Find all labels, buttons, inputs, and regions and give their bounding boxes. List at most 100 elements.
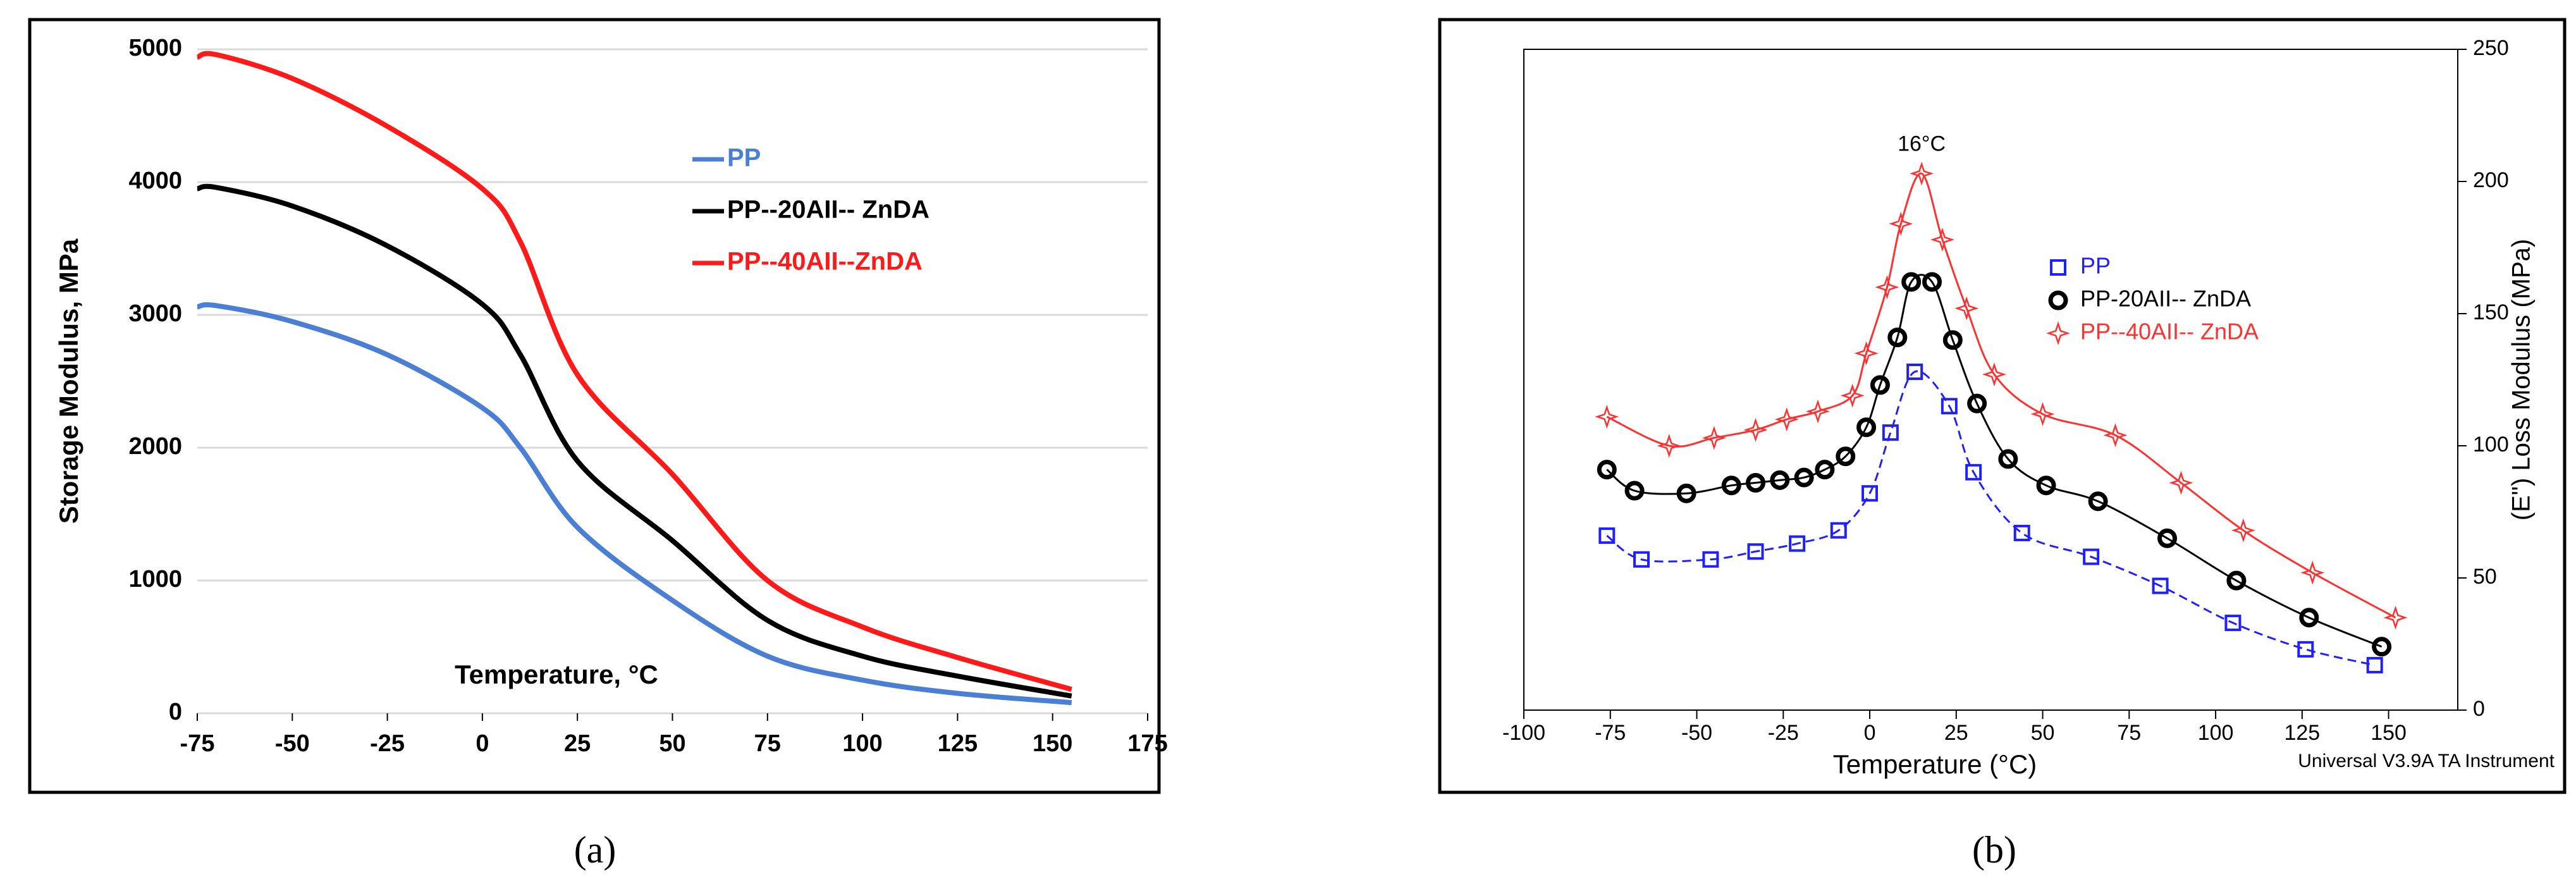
x-tick-label: 50: [2031, 721, 2055, 745]
marker: [1930, 227, 1954, 252]
marker: [2013, 524, 2030, 541]
line-series: [1606, 274, 2383, 648]
x-tick-label: 125: [938, 730, 978, 757]
marker: [1815, 460, 1835, 480]
marker: [2231, 518, 2255, 543]
x-tick-label: 75: [754, 730, 781, 757]
legend-label: PP-20AII-- ZnDA: [2080, 286, 2251, 312]
marker: [2045, 321, 2071, 346]
marker: [1856, 417, 1877, 438]
marker: [1889, 211, 1913, 236]
marker: [1882, 424, 1899, 441]
line-series: [1606, 370, 2376, 666]
x-tick-label: 75: [2117, 721, 2141, 745]
x-tick-label: 25: [1944, 721, 1968, 745]
legend-label: PP--40AII-- ZnDA: [2080, 319, 2259, 345]
y-axis-label: Storage Modulus, MPa: [54, 238, 83, 524]
y-tick-label: 1000: [128, 566, 182, 592]
marker: [2088, 491, 2108, 512]
marker: [2224, 615, 2242, 632]
y2-tick-label: 200: [2473, 168, 2509, 192]
y-tick-label: 3000: [128, 300, 182, 327]
marker: [1598, 527, 1616, 544]
x-axis-label: Temperature, °C: [455, 660, 658, 689]
x-tick-label: -50: [275, 730, 310, 757]
marker: [1789, 535, 1806, 552]
y-tick-label: 2000: [128, 433, 182, 460]
marker: [2297, 641, 2314, 658]
x-tick-label: 0: [1864, 721, 1876, 745]
marker: [2152, 577, 2169, 594]
marker: [1901, 272, 1922, 292]
marker: [1982, 362, 2006, 387]
x-tick-label: 50: [659, 730, 685, 757]
x-tick-label: -75: [180, 730, 215, 757]
marker: [1743, 417, 1768, 442]
annotation: 16°C: [1898, 132, 1946, 156]
marker: [1910, 161, 1934, 186]
y-tick-label: 4000: [128, 168, 182, 194]
y-tick-label: 0: [169, 699, 182, 725]
line-series: [1606, 172, 2396, 619]
caption: (b): [1972, 829, 2016, 871]
panel-frame: [28, 18, 1161, 794]
marker: [1805, 399, 1830, 424]
marker: [1624, 481, 1645, 501]
marker: [1942, 330, 1963, 350]
x-tick-label: -25: [1768, 721, 1799, 745]
y-tick-label: 5000: [128, 35, 182, 61]
marker: [1941, 398, 1958, 415]
marker: [1954, 296, 1979, 321]
x-tick-label: 100: [2198, 721, 2234, 745]
marker: [2103, 423, 2128, 448]
y2-tick-label: 0: [2473, 697, 2485, 721]
marker: [2083, 548, 2100, 565]
marker: [1840, 383, 1865, 408]
marker: [1702, 551, 1719, 568]
y2-tick-label: 50: [2473, 565, 2497, 589]
y2-tick-label: 100: [2473, 433, 2509, 457]
marker: [2036, 476, 2056, 496]
marker: [2157, 528, 2177, 548]
marker: [2300, 560, 2325, 585]
marker: [1770, 470, 1790, 490]
y2-tick-label: 250: [2473, 36, 2509, 60]
marker: [2383, 605, 2408, 630]
marker: [1836, 446, 1856, 467]
marker: [2050, 259, 2066, 276]
x-tick-label: 150: [2371, 721, 2407, 745]
marker: [1774, 407, 1799, 432]
line-series: [197, 183, 1072, 699]
marker: [1721, 476, 1741, 496]
footnote: Universal V3.9A TA Instrument: [2298, 751, 2555, 771]
caption: (a): [574, 829, 616, 871]
marker: [1922, 272, 1942, 292]
x-tick-label: 150: [1033, 730, 1072, 757]
marker: [1633, 551, 1650, 568]
panel-frame: [1438, 18, 2567, 794]
marker: [1875, 275, 1899, 300]
y2-axis-label: (E") Loss Modulus (MPa): [2508, 239, 2536, 520]
marker: [1676, 483, 1696, 503]
marker: [2226, 570, 2247, 591]
line-series: [196, 51, 1072, 692]
marker: [2366, 656, 2383, 673]
legend-label: PP--20AII-- ZnDA: [727, 196, 929, 224]
marker: [1965, 463, 1982, 481]
x-tick-label: -50: [1681, 721, 1712, 745]
marker: [1906, 363, 1923, 380]
marker: [1702, 426, 1726, 450]
legend-label: PP--40AII--ZnDA: [727, 248, 923, 276]
legend-label: PP: [727, 144, 761, 172]
marker: [1854, 341, 1879, 365]
marker: [1887, 328, 1908, 348]
marker: [1595, 405, 1619, 429]
marker: [2299, 608, 2319, 628]
x-tick-label: 0: [475, 730, 489, 757]
x-axis-label: Temperature (°C): [1833, 749, 2037, 779]
marker: [2169, 470, 2193, 495]
marker: [2030, 402, 2055, 426]
marker: [2048, 290, 2068, 310]
